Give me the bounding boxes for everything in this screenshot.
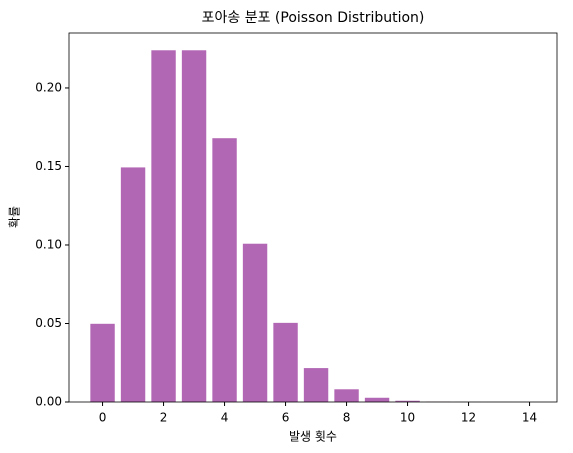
- bar: [273, 322, 298, 402]
- bar: [90, 323, 115, 402]
- bar: [181, 50, 207, 402]
- x-tick-label: 2: [160, 411, 168, 425]
- x-tick-label: 12: [461, 411, 476, 425]
- bar: [303, 368, 329, 402]
- x-tick-label: 6: [282, 411, 290, 425]
- x-tick-label: 0: [99, 411, 107, 425]
- bar: [120, 167, 146, 402]
- bar: [242, 243, 268, 402]
- bar: [151, 50, 176, 402]
- chart-title: 포아송 분포 (Poisson Distribution): [202, 10, 425, 26]
- y-tick-label: 0.10: [35, 237, 62, 251]
- x-tick-label: 10: [400, 411, 415, 425]
- y-axis-label: 확률: [8, 206, 22, 228]
- x-axis-label: 발생 횟수: [289, 430, 337, 444]
- bar: [334, 389, 359, 402]
- y-tick-label: 0.05: [35, 316, 62, 330]
- y-tick-label: 0.00: [35, 395, 62, 409]
- y-tick-label: 0.20: [35, 80, 62, 94]
- bar: [395, 400, 420, 402]
- bar: [212, 138, 237, 402]
- x-tick-label: 8: [343, 411, 351, 425]
- plot-frame: [68, 32, 558, 403]
- x-tick-label: 14: [522, 411, 537, 425]
- y-tick-label: 0.15: [35, 159, 62, 173]
- x-tick-label: 4: [221, 411, 229, 425]
- bar: [364, 397, 390, 402]
